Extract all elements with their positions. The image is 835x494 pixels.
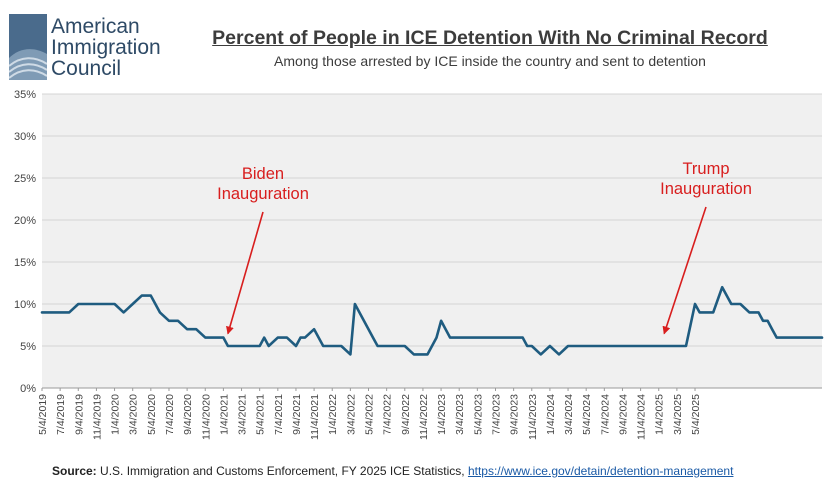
x-tick-label: 7/4/2022: [382, 394, 394, 435]
y-tick-label: 10%: [14, 299, 36, 311]
annotations: Biden Inauguration Trump Inauguration: [217, 160, 752, 335]
x-tick-label: 1/4/2024: [545, 394, 557, 435]
x-tick-label: 11/4/2020: [200, 394, 212, 440]
x-tick-label: 3/4/2022: [345, 394, 357, 435]
x-tick-label: 5/4/2024: [581, 394, 593, 435]
x-tick-label: 11/4/2021: [309, 394, 321, 440]
y-tick-label: 30%: [14, 131, 36, 143]
x-tick-label: 1/4/2021: [218, 394, 230, 435]
chart-subtitle: Among those arrested by ICE inside the c…: [274, 53, 706, 69]
x-axis-tick-labels: 5/4/2019 7/4/2019 9/4/2019 11/4/2019 1/4/202…: [37, 394, 702, 440]
x-tick-label: 11/4/2023: [527, 394, 539, 440]
x-tick-label: 1/4/2020: [110, 394, 122, 435]
gridlines: [41, 93, 822, 391]
x-tick-label: 9/4/2022: [400, 394, 412, 435]
x-tick-label: 3/4/2021: [237, 394, 249, 435]
logo-line-2: Immigration: [51, 36, 161, 59]
x-tick-label: 3/4/2024: [563, 394, 575, 435]
y-tick-label: 20%: [14, 215, 36, 227]
source-note: Source: U.S. Immigration and Customs Enf…: [52, 464, 733, 478]
annotation-label: Trump: [682, 160, 729, 178]
annotation-arrow: [662, 206, 707, 335]
x-tick-label: 11/4/2022: [418, 394, 430, 440]
plot-area-background: [42, 94, 822, 388]
x-tick-label: 1/4/2025: [654, 394, 666, 435]
source-label: Source:: [52, 464, 97, 478]
x-tick-label: 9/4/2023: [509, 394, 521, 435]
x-tick-label: 5/4/2022: [364, 394, 376, 435]
logo-line-1: American: [51, 15, 140, 38]
x-tick-label: 9/4/2019: [73, 394, 85, 435]
chart-title: Percent of People in ICE Detention With …: [212, 27, 768, 49]
logo-line-3: Council: [51, 57, 122, 80]
x-tick-label: 7/4/2020: [164, 394, 176, 435]
source-link[interactable]: https://www.ice.gov/detain/detention-man…: [467, 464, 734, 478]
x-tick-label: 11/4/2019: [91, 394, 103, 440]
y-tick-label: 15%: [14, 257, 36, 269]
x-tick-label: 1/4/2023: [436, 394, 448, 435]
x-tick-label: 3/4/2025: [672, 394, 684, 435]
american-immigration-council-logo: American Immigration Council: [9, 14, 169, 82]
data-series: [40, 285, 824, 356]
x-tick-label: 5/4/2025: [690, 394, 702, 435]
y-tick-label: 5%: [20, 341, 36, 353]
x-tick-label: 9/4/2020: [182, 394, 194, 435]
x-tick-label: 5/4/2020: [146, 394, 158, 435]
x-tick-label: 5/4/2023: [472, 394, 484, 435]
annotation-label: Inauguration: [217, 185, 309, 203]
x-tick-label: 11/4/2024: [636, 394, 648, 440]
x-tick-label: 7/4/2024: [599, 394, 611, 435]
x-tick-label: 5/4/2021: [255, 394, 267, 435]
x-tick-label: 7/4/2019: [55, 394, 67, 435]
x-tick-label: 5/4/2019: [37, 394, 49, 435]
y-tick-label: 35%: [14, 89, 36, 101]
y-axis-tick-labels: 0% 5% 10% 15% 20% 25% 30% 35%: [14, 89, 36, 395]
x-tick-label: 1/4/2022: [327, 394, 339, 435]
annotation-arrow: [226, 211, 264, 335]
x-tick-label: 3/4/2023: [454, 394, 466, 435]
x-tick-label: 7/4/2023: [490, 394, 502, 435]
y-tick-label: 25%: [14, 173, 36, 185]
x-tick-label: 9/4/2021: [291, 394, 303, 435]
annotation-label: Inauguration: [660, 180, 752, 198]
x-tick-label: 9/4/2024: [617, 394, 629, 435]
x-tick-label: 7/4/2021: [273, 394, 285, 435]
x-tick-label: 3/4/2020: [128, 394, 140, 435]
annotation-label: Biden: [242, 165, 284, 183]
y-tick-label: 0%: [20, 383, 36, 395]
source-text: U.S. Immigration and Customs Enforcement…: [96, 464, 468, 478]
logo-text: American Immigration Council: [51, 16, 161, 79]
logo-wave-icon: [9, 14, 47, 80]
